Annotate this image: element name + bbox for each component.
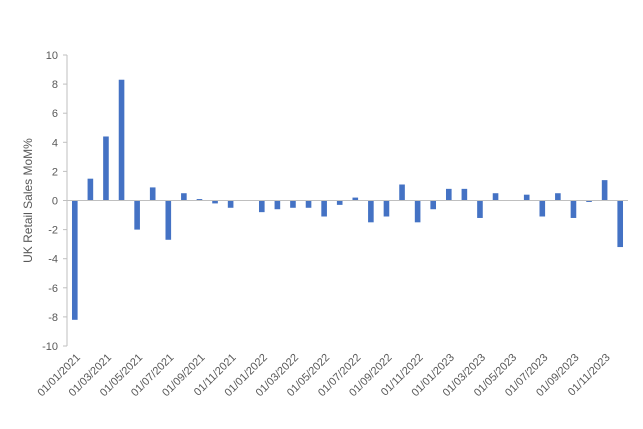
bar	[227, 200, 234, 208]
bar	[71, 200, 78, 320]
bar	[383, 200, 390, 217]
bar	[399, 184, 405, 201]
bar	[352, 197, 359, 201]
bar	[617, 200, 624, 248]
bar	[165, 200, 172, 240]
bar	[555, 193, 561, 201]
bar	[461, 188, 468, 201]
y-tick-label: -10	[42, 341, 58, 353]
bar	[601, 180, 608, 201]
y-tick-label: -2	[48, 225, 58, 237]
y-tick-label: 8	[52, 79, 58, 91]
bars	[71, 79, 624, 320]
bar	[523, 194, 530, 201]
bar	[414, 200, 421, 223]
bar	[321, 200, 327, 217]
bar	[586, 200, 592, 202]
bar	[477, 200, 483, 218]
bar	[445, 188, 452, 201]
bar	[181, 193, 187, 201]
bar	[290, 200, 296, 208]
bar	[368, 200, 374, 223]
bar	[196, 199, 203, 201]
bar	[570, 200, 577, 218]
bar	[258, 200, 265, 213]
bar	[539, 200, 546, 217]
bar	[103, 136, 109, 201]
y-tick-label: -6	[48, 283, 58, 295]
y-axis-title: UK Retail Sales MoM%	[21, 138, 35, 263]
y-tick-label: 6	[52, 108, 58, 120]
bar	[87, 178, 94, 201]
bar	[274, 200, 281, 210]
y-tick-label: 4	[52, 137, 58, 149]
y-tick-label: -4	[48, 254, 58, 266]
y-axis-ticks: -10 -8 -6 -4 -2 0 2 4 6 8 10	[42, 50, 67, 353]
bar	[305, 200, 312, 208]
y-tick-label: 10	[46, 50, 58, 62]
bar	[492, 193, 499, 201]
bar	[212, 200, 218, 204]
y-tick-label: 2	[52, 166, 58, 178]
bar	[149, 187, 156, 201]
bar	[118, 79, 125, 201]
bar	[430, 200, 437, 210]
y-tick-label: -8	[48, 312, 58, 324]
bar	[134, 200, 140, 230]
x-axis-tick-labels: 01/01/202101/03/202101/05/202101/07/2021…	[35, 352, 612, 399]
y-tick-label: 0	[52, 196, 58, 208]
bar	[336, 200, 343, 205]
